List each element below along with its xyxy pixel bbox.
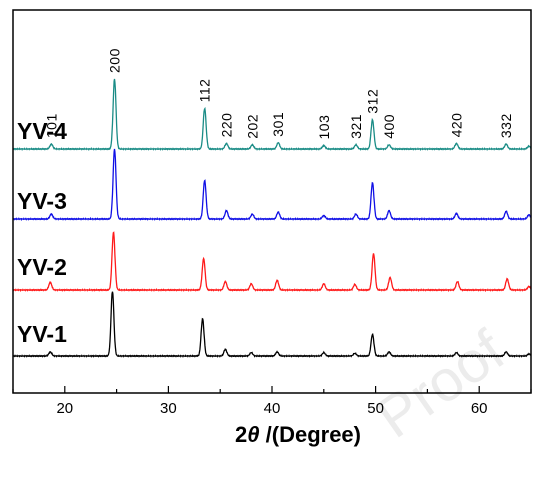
watermark-text: Proof xyxy=(365,317,517,450)
series-line-yv-4 xyxy=(12,78,532,152)
series-line-yv-2 xyxy=(12,231,532,293)
peak-label-220: 220 xyxy=(218,113,234,138)
peak-label-312: 312 xyxy=(365,89,381,114)
peak-label-202: 202 xyxy=(244,114,260,139)
x-tick-label: 30 xyxy=(160,400,177,417)
x-tick-label: 40 xyxy=(264,400,281,417)
peak-label-103: 103 xyxy=(316,115,332,140)
peak-label-321: 321 xyxy=(348,114,364,139)
peak-label-112: 112 xyxy=(197,79,213,103)
series-line-yv-1 xyxy=(13,291,532,358)
peak-label-420: 420 xyxy=(448,113,464,138)
series-label-yv-4: YV-4 xyxy=(17,118,67,144)
peak-label-200: 200 xyxy=(107,48,123,73)
x-axis-title: 2θ /(Degree) xyxy=(235,422,361,447)
peak-label-400: 400 xyxy=(381,114,397,139)
series-label-yv-2: YV-2 xyxy=(17,254,67,280)
x-tick-label: 20 xyxy=(56,400,73,417)
x-axis: 20 30 40 50 60 xyxy=(12,386,532,417)
x-tick-label: 50 xyxy=(367,400,384,417)
series-labels: YV-4 YV-3 YV-2 YV-1 xyxy=(17,118,67,347)
peak-label-101: 101 xyxy=(43,113,59,138)
series-label-yv-1: YV-1 xyxy=(17,321,67,347)
series-line-yv-3 xyxy=(12,148,532,222)
x-tick-label: 60 xyxy=(471,400,488,417)
peak-label-301: 301 xyxy=(270,112,286,137)
series-label-yv-3: YV-3 xyxy=(17,188,67,214)
peak-label-332: 332 xyxy=(498,113,514,138)
series-traces xyxy=(12,78,532,358)
